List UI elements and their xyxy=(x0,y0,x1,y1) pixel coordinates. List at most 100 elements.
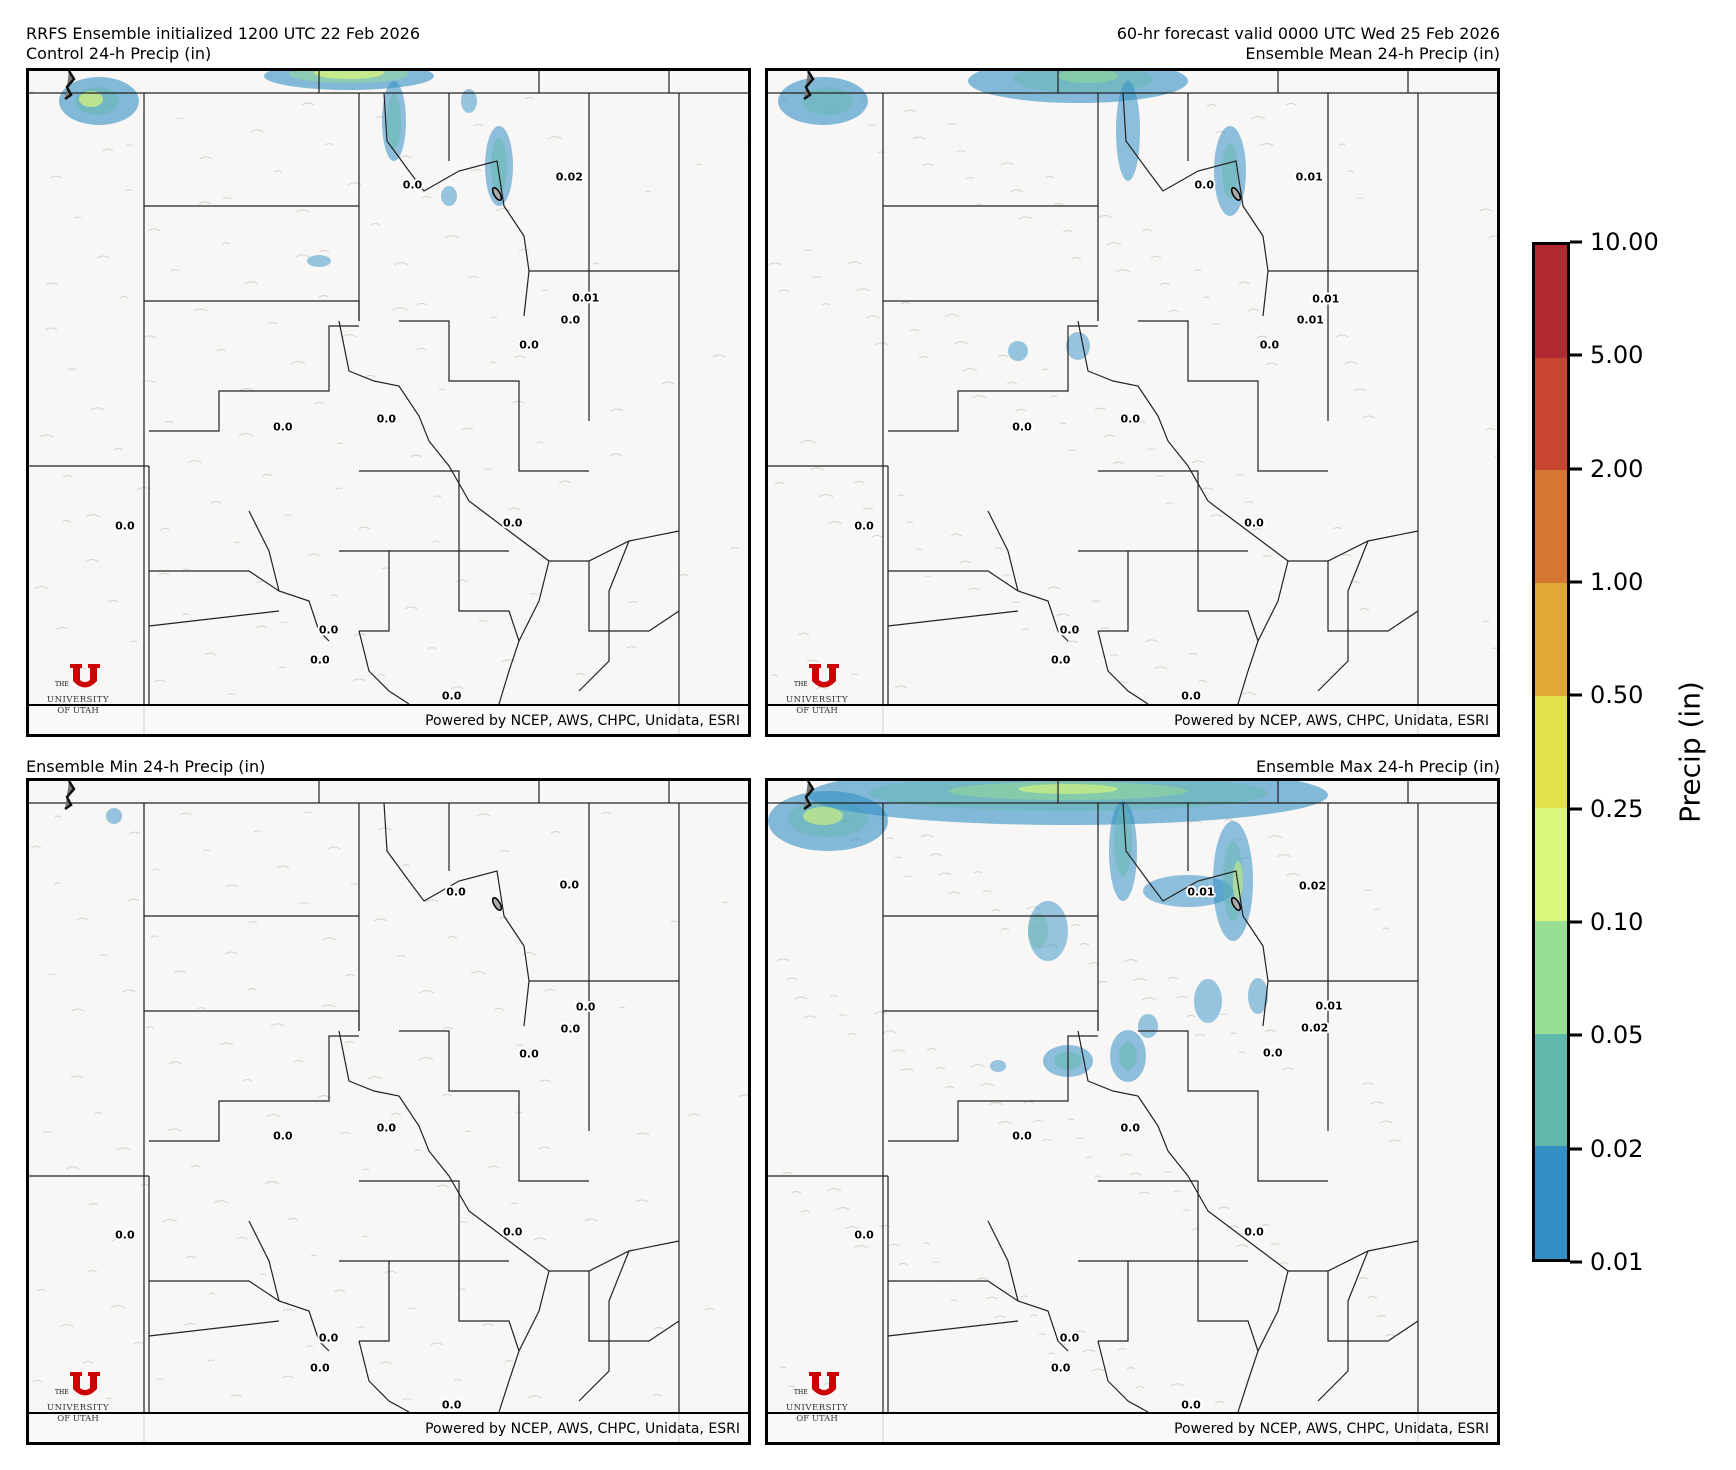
station-precip-label: 0.0 xyxy=(1059,623,1080,637)
attribution-footer: Powered by NCEP, AWS, CHPC, Unidata, ESR… xyxy=(29,704,748,734)
attribution-text: Powered by NCEP, AWS, CHPC, Unidata, ESR… xyxy=(1174,713,1489,729)
station-precip-label: 0.01 xyxy=(1312,292,1340,306)
station-precip-label: 0.0 xyxy=(502,1225,523,1239)
station-precip-label: 0.0 xyxy=(1120,412,1141,426)
station-precip-label: 0.0 xyxy=(1120,1121,1141,1135)
station-precip-label: 0.0 xyxy=(1244,516,1264,530)
colorbar-tick xyxy=(1570,1033,1582,1037)
station-precip-label: 0.0 xyxy=(1050,653,1071,667)
colorbar-label: Precip (in) xyxy=(1673,681,1707,823)
basemap xyxy=(768,71,1497,734)
station-precip-label: 0.01 xyxy=(572,291,600,305)
basemap xyxy=(768,781,1497,1442)
colorbar-segment xyxy=(1535,470,1567,584)
attribution-footer: Powered by NCEP, AWS, CHPC, Unidata, ESR… xyxy=(29,1412,748,1442)
station-precip-label: 0.0 xyxy=(1263,1046,1283,1060)
station-precip-label: 0.0 xyxy=(1244,1225,1264,1239)
colorbar-tick xyxy=(1570,467,1582,471)
colorbar-segment xyxy=(1535,1146,1567,1260)
colorbar-tick xyxy=(1570,580,1582,584)
colorbar-segment xyxy=(1535,357,1567,471)
station-precip-label: 0.02 xyxy=(1298,879,1327,893)
colorbar-tick xyxy=(1570,240,1582,244)
station-precip-label: 0.0 xyxy=(575,1000,596,1014)
station-precip-label: 0.0 xyxy=(310,1361,330,1375)
station-precip-label: 0.0 xyxy=(318,1331,339,1345)
colorbar-tick-label: 10.00 xyxy=(1590,228,1659,256)
station-precip-label: 0.0 xyxy=(402,178,423,192)
station-precip-label: 0.0 xyxy=(1194,178,1215,192)
colorbar-tick-label: 0.25 xyxy=(1590,794,1644,823)
station-precip-label: 0.0 xyxy=(273,420,293,434)
colorbar-segment xyxy=(1535,695,1567,809)
map-panel-min: 0.00.00.00.00.00.00.00.00.00.00.00.00.0P… xyxy=(26,778,751,1445)
colorbar-segment xyxy=(1535,245,1567,358)
attribution-text: Powered by NCEP, AWS, CHPC, Unidata, ESR… xyxy=(425,1421,740,1437)
station-precip-label: 0.0 xyxy=(273,1129,293,1143)
station-precip-label: 0.01 xyxy=(1296,313,1324,327)
station-precip-label: 0.0 xyxy=(854,1228,874,1242)
station-precip-label: 0.0 xyxy=(502,516,523,530)
block-u-icon xyxy=(809,664,839,688)
panel-title-max: Ensemble Max 24-h Precip (in) xyxy=(1255,757,1500,776)
station-precip-label: 0.01 xyxy=(1295,170,1323,184)
attribution-footer: Powered by NCEP, AWS, CHPC, Unidata, ESR… xyxy=(768,1412,1497,1442)
station-precip-label: 0.0 xyxy=(441,689,462,703)
colorbar-tick-label: 0.02 xyxy=(1590,1134,1644,1163)
station-precip-label: 0.01 xyxy=(1187,885,1215,899)
station-precip-label: 0.0 xyxy=(310,653,330,667)
block-u-icon xyxy=(809,1372,839,1396)
map-panel-control: 0.00.020.010.00.00.00.00.00.00.00.00.00.… xyxy=(26,68,751,737)
university-of-utah-logo: THE UNIVERSITY OF UTAH xyxy=(35,1372,121,1434)
station-precip-label: 0.0 xyxy=(559,878,580,892)
valid-time-title: 60-hr forecast valid 0000 UTC Wed 25 Feb… xyxy=(1116,24,1500,43)
station-precip-label: 0.0 xyxy=(1181,1398,1201,1412)
map-panel-mean: 0.00.010.010.010.00.00.00.00.00.00.00.00… xyxy=(765,68,1500,737)
colorbar-tick xyxy=(1570,1147,1582,1151)
station-precip-label: 0.02 xyxy=(555,170,583,184)
panel-title-mean: Ensemble Mean 24-h Precip (in) xyxy=(1245,44,1500,63)
colorbar-tick-label: 5.00 xyxy=(1590,341,1644,370)
station-precip-label: 0.0 xyxy=(519,1047,539,1061)
colorbar-tick xyxy=(1570,693,1582,697)
station-precip-label: 0.0 xyxy=(519,338,539,352)
station-precip-label: 0.0 xyxy=(1012,420,1032,434)
station-precip-label: 0.02 xyxy=(1301,1021,1329,1035)
station-precip-label: 0.0 xyxy=(115,519,135,533)
colorbar-tick-label: 1.00 xyxy=(1590,568,1644,596)
colorbar-tick-label: 0.50 xyxy=(1590,681,1644,710)
basemap xyxy=(29,71,748,734)
university-of-utah-logo: THE UNIVERSITY OF UTAH xyxy=(774,1372,860,1434)
university-of-utah-logo: THE UNIVERSITY OF UTAH xyxy=(774,664,860,726)
colorbar-tick-label: 0.10 xyxy=(1590,908,1644,936)
colorbar xyxy=(1532,242,1570,1262)
station-precip-label: 0.0 xyxy=(1012,1129,1032,1143)
colorbar-segment xyxy=(1535,583,1567,696)
block-u-icon xyxy=(70,664,100,688)
colorbar-segment xyxy=(1535,808,1567,922)
station-precip-label: 0.0 xyxy=(560,313,581,327)
station-precip-label: 0.0 xyxy=(318,623,339,637)
attribution-footer: Powered by NCEP, AWS, CHPC, Unidata, ESR… xyxy=(768,704,1497,734)
colorbar-tick-label: 2.00 xyxy=(1590,454,1644,483)
block-u-icon xyxy=(70,1372,100,1396)
colorbar-segment xyxy=(1535,921,1567,1034)
station-precip-label: 0.01 xyxy=(1315,999,1343,1013)
colorbar-tick xyxy=(1570,807,1582,811)
university-of-utah-logo: THE UNIVERSITY OF UTAH xyxy=(35,664,121,726)
station-precip-label: 0.0 xyxy=(1059,1331,1080,1345)
colorbar-tick-label: 0.05 xyxy=(1590,1021,1644,1050)
colorbar-segment xyxy=(1535,1033,1567,1147)
station-precip-label: 0.0 xyxy=(560,1022,581,1036)
colorbar-tick xyxy=(1570,353,1582,357)
colorbar-tick xyxy=(1570,920,1582,924)
panel-title-min: Ensemble Min 24-h Precip (in) xyxy=(26,757,266,776)
basemap xyxy=(29,781,748,1442)
station-precip-label: 0.0 xyxy=(1050,1361,1071,1375)
station-precip-label: 0.0 xyxy=(376,1121,397,1135)
station-precip-label: 0.0 xyxy=(376,412,397,426)
station-precip-label: 0.0 xyxy=(854,519,874,533)
station-precip-label: 0.0 xyxy=(441,1398,462,1412)
attribution-text: Powered by NCEP, AWS, CHPC, Unidata, ESR… xyxy=(1174,1421,1489,1437)
panel-title-control: Control 24-h Precip (in) xyxy=(26,44,212,63)
